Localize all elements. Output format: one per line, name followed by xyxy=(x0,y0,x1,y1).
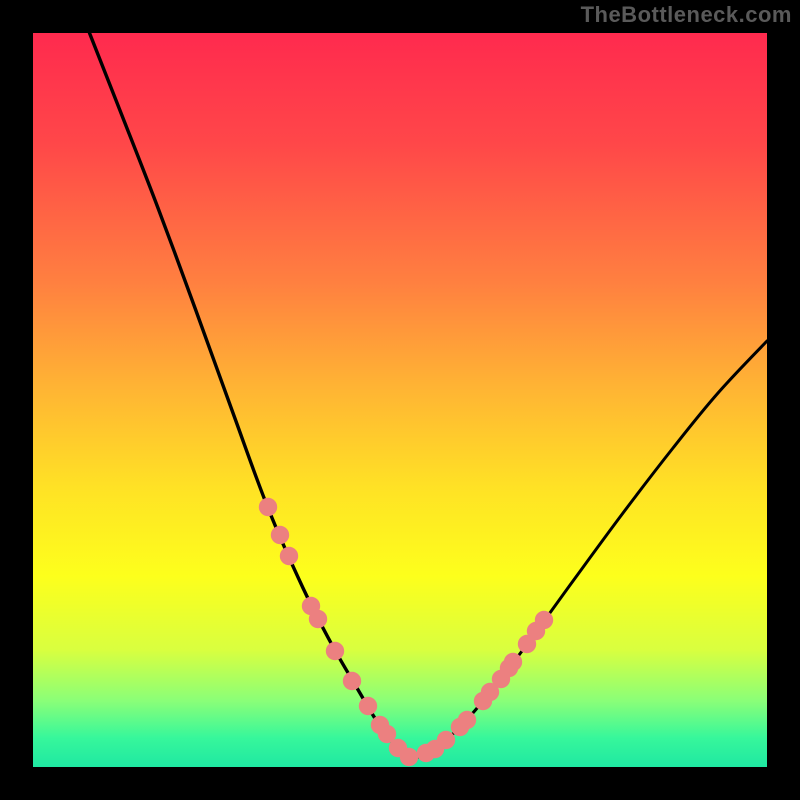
site-title: TheBottleneck.com xyxy=(581,2,792,28)
marker-right xyxy=(504,653,522,671)
marker-right xyxy=(535,611,553,629)
marker-left xyxy=(326,642,344,660)
marker-bottom xyxy=(400,748,418,766)
marker-right xyxy=(458,711,476,729)
marker-left xyxy=(259,498,277,516)
plot-area xyxy=(33,33,767,767)
curve-left xyxy=(90,33,412,758)
marker-left xyxy=(309,610,327,628)
marker-bottom xyxy=(437,731,455,749)
marker-left xyxy=(359,697,377,715)
marker-left xyxy=(343,672,361,690)
marker-left xyxy=(271,526,289,544)
plot-svg xyxy=(33,33,767,767)
curve-right xyxy=(411,341,767,758)
marker-left xyxy=(280,547,298,565)
